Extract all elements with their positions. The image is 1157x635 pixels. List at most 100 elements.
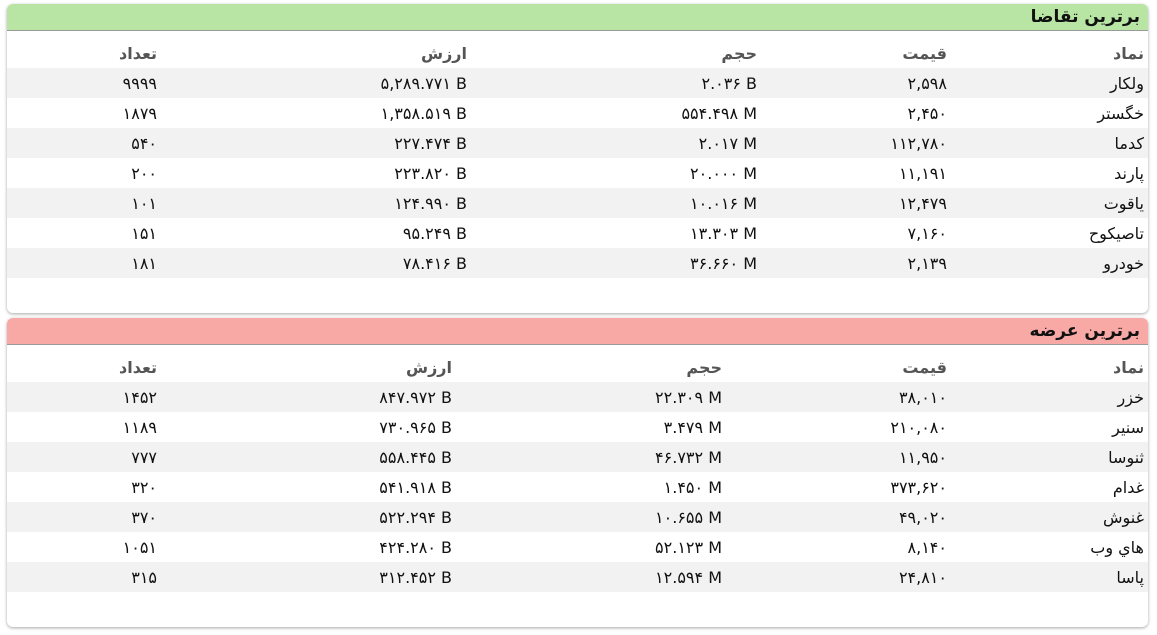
price-cell: ۲,۵۹۸ [757, 68, 947, 98]
price-cell: ۱۱,۱۹۱ [898, 163, 947, 183]
symbol-header: نماد [1113, 43, 1144, 63]
price-cell: ۲,۴۵۰ [907, 103, 947, 123]
price-cell: ۳۷۳,۶۲۰ [890, 477, 947, 497]
symbol-cell: خگستر [1097, 103, 1144, 123]
count-header: تعداد [119, 43, 157, 63]
symbol-cell: کدما [947, 128, 1148, 158]
price-cell: ۲۴,۸۱۰ [722, 562, 947, 592]
count-header: تعداد [119, 357, 157, 377]
value-cell: ۲۲۳.۸۲۰ B [394, 163, 467, 183]
symbol-cell: سنیر [1112, 417, 1144, 437]
price-cell: ۱۲,۴۷۹ [757, 188, 947, 218]
count-cell: ۷۷۷ [7, 442, 157, 472]
volume-cell: ۴۶.۷۳۲ M [452, 442, 722, 472]
volume-cell: ۲۲.۳۰۹ M [452, 382, 722, 412]
price-cell: ۲۱۰,۰۸۰ [890, 417, 947, 437]
count-cell: ۱۱۸۹ [122, 417, 157, 437]
value-cell: ۵,۲۸۹.۷۷۱ B [157, 68, 467, 98]
count-cell: ۱۸۷۹ [122, 103, 157, 123]
volume-cell: ۳.۴۷۹ M [663, 417, 722, 437]
table-row[interactable]: ۳۷۰ ۵۲۲.۲۹۴ B ۱۰.۶۵۵ M ۴۹,۰۲۰ غنوش [7, 502, 1148, 532]
count-cell: ۳۷۰ [7, 502, 157, 532]
price-cell: ۳۸,۰۱۰ [722, 382, 947, 412]
count-cell: ۹۹۹۹ [7, 68, 157, 98]
value-cell: ۷۸.۴۱۶ B [157, 248, 467, 278]
symbol-cell: خودرو [947, 248, 1148, 278]
count-cell: ۱۵۱ [131, 223, 157, 243]
table-row[interactable]: ۱۰۵۱ ۴۲۴.۲۸۰ B ۵۲.۱۲۳ M ۸,۱۴۰ هاي وب [7, 532, 1148, 562]
table-row[interactable]: ۵۴۰ ۲۲۷.۴۷۴ B ۲.۰۱۷ M ۱۱۲,۷۸۰ کدما [7, 128, 1148, 158]
table-header-row: تعداد ارزش حجم قیمت نماد [7, 38, 1148, 68]
symbol-cell: پاسا [947, 562, 1148, 592]
price-header: قیمت [902, 357, 947, 377]
price-cell: ۷,۱۶۰ [907, 223, 947, 243]
volume-header: حجم [721, 43, 757, 63]
table-row[interactable]: ۱۰۱ ۱۲۴.۹۹۰ B ۱۰.۰۱۶ M ۱۲,۴۷۹ یاقوت [7, 188, 1148, 218]
volume-cell: ۲.۰۳۶ B [467, 68, 757, 98]
volume-cell: ۱۰.۰۱۶ M [467, 188, 757, 218]
symbol-cell: تاصیکوح [1088, 223, 1144, 243]
volume-header: حجم [686, 357, 722, 377]
value-cell: ۴۲۴.۲۸۰ B [379, 537, 452, 557]
price-header: قیمت [902, 43, 947, 63]
count-cell: ۳۲۰ [131, 477, 157, 497]
price-cell: ۴۹,۰۲۰ [722, 502, 947, 532]
value-cell: ۸۴۷.۹۷۲ B [157, 382, 452, 412]
value-cell: ۵۲۲.۲۹۴ B [157, 502, 452, 532]
symbol-cell: هاي وب [1090, 537, 1144, 557]
symbol-cell: یاقوت [947, 188, 1148, 218]
table-row[interactable]: ۲۰۰ ۲۲۳.۸۲۰ B ۲۰.۰۰۰ M ۱۱,۱۹۱ پارند [7, 158, 1148, 188]
volume-cell: ۱.۴۵۰ M [663, 477, 722, 497]
top-supply-table: تعداد ارزش حجم قیمت نماد ۱۴۵۲ ۸۴۷.۹۷۲ B ۲۲… [7, 352, 1148, 592]
table-header-row: تعداد ارزش حجم قیمت نماد [7, 352, 1148, 382]
value-cell: ۱۲۴.۹۹۰ B [157, 188, 467, 218]
table-row[interactable]: ۳۲۰ ۵۴۱.۹۱۸ B ۱.۴۵۰ M ۳۷۳,۶۲۰ غدام [7, 472, 1148, 502]
top-demand-table: تعداد ارزش حجم قیمت نماد ۹۹۹۹ ۵,۲۸۹.۷۷۱ B… [7, 38, 1148, 278]
table-row[interactable]: ۱۵۱ ۹۵.۲۴۹ B ۱۳.۳۰۳ M ۷,۱۶۰ تاصیکوح [7, 218, 1148, 248]
table-row[interactable]: ۱۱۸۹ ۷۳۰.۹۶۵ B ۳.۴۷۹ M ۲۱۰,۰۸۰ سنیر [7, 412, 1148, 442]
table-row[interactable]: ۱۸۷۹ ۱,۳۵۸.۵۱۹ B ۵۵۴.۴۹۸ M ۲,۴۵۰ خگستر [7, 98, 1148, 128]
symbol-cell: غنوش [947, 502, 1148, 532]
value-cell: ۵۵۸.۴۴۵ B [157, 442, 452, 472]
price-cell: ۲,۱۳۹ [757, 248, 947, 278]
value-cell: ۳۱۲.۴۵۲ B [157, 562, 452, 592]
count-cell: ۱۰۵۱ [122, 537, 157, 557]
price-cell: ۱۱۲,۷۸۰ [757, 128, 947, 158]
count-cell: ۱۴۵۲ [7, 382, 157, 412]
price-cell: ۱۱,۹۵۰ [722, 442, 947, 472]
value-cell: ۹۵.۲۴۹ B [402, 223, 467, 243]
table-row[interactable]: ۱۸۱ ۷۸.۴۱۶ B ۳۶.۶۶۰ M ۲,۱۳۹ خودرو [7, 248, 1148, 278]
symbol-cell: ثنوسا [947, 442, 1148, 472]
volume-cell: ۱۳.۳۰۳ M [690, 223, 757, 243]
value-header: ارزش [421, 43, 467, 63]
volume-cell: ۱۰.۶۵۵ M [452, 502, 722, 532]
symbol-header: نماد [1113, 357, 1144, 377]
table-row[interactable]: ۱۴۵۲ ۸۴۷.۹۷۲ B ۲۲.۳۰۹ M ۳۸,۰۱۰ خزر [7, 382, 1148, 412]
volume-cell: ۱۲.۵۹۴ M [452, 562, 722, 592]
count-cell: ۲۰۰ [131, 163, 157, 183]
volume-cell: ۲.۰۱۷ M [467, 128, 757, 158]
value-cell: ۷۳۰.۹۶۵ B [379, 417, 452, 437]
symbol-cell: غدام [1112, 477, 1144, 497]
count-cell: ۳۱۵ [7, 562, 157, 592]
volume-cell: ۵۵۴.۴۹۸ M [681, 103, 757, 123]
value-header: ارزش [406, 357, 452, 377]
symbol-cell: خزر [947, 382, 1148, 412]
table-row[interactable]: ۷۷۷ ۵۵۸.۴۴۵ B ۴۶.۷۳۲ M ۱۱,۹۵۰ ثنوسا [7, 442, 1148, 472]
symbol-cell: ولکار [947, 68, 1148, 98]
price-cell: ۸,۱۴۰ [907, 537, 947, 557]
value-cell: ۲۲۷.۴۷۴ B [157, 128, 467, 158]
value-cell: ۱,۳۵۸.۵۱۹ B [380, 103, 467, 123]
value-cell: ۵۴۱.۹۱۸ B [379, 477, 452, 497]
table-row[interactable]: ۹۹۹۹ ۵,۲۸۹.۷۷۱ B ۲.۰۳۶ B ۲,۵۹۸ ولکار [7, 68, 1148, 98]
volume-cell: ۵۲.۱۲۳ M [655, 537, 722, 557]
top-demand-title: برترین تقاضا [7, 4, 1148, 31]
count-cell: ۵۴۰ [7, 128, 157, 158]
volume-cell: ۲۰.۰۰۰ M [690, 163, 757, 183]
symbol-cell: پارند [1114, 163, 1144, 183]
top-supply-title: برترین عرضه [7, 318, 1148, 345]
volume-cell: ۳۶.۶۶۰ M [467, 248, 757, 278]
count-cell: ۱۸۱ [7, 248, 157, 278]
table-row[interactable]: ۳۱۵ ۳۱۲.۴۵۲ B ۱۲.۵۹۴ M ۲۴,۸۱۰ پاسا [7, 562, 1148, 592]
count-cell: ۱۰۱ [7, 188, 157, 218]
